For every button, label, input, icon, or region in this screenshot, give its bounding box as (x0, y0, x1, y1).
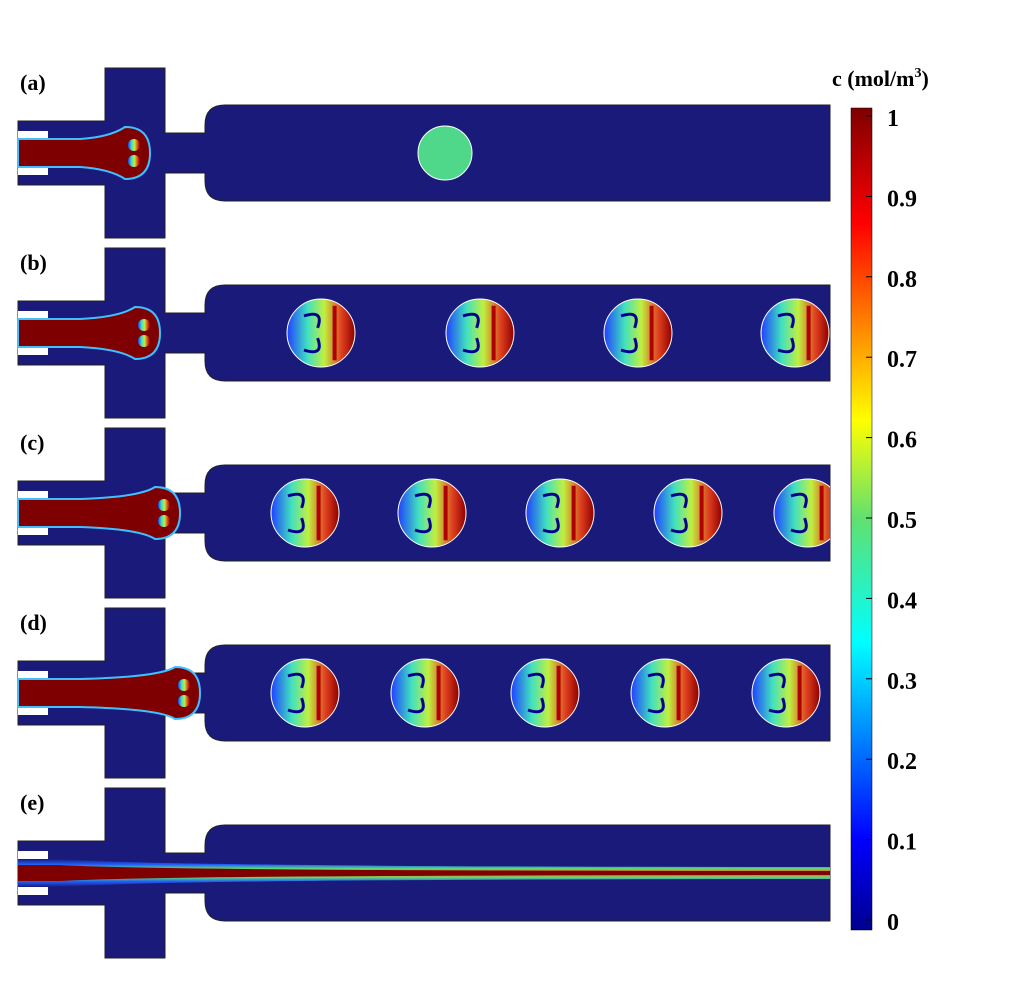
panel-d: (d) (18, 608, 830, 778)
droplet (398, 479, 466, 547)
droplet (271, 659, 339, 727)
droplet (774, 479, 842, 547)
panel-b: (b) (18, 248, 830, 418)
droplet-body (752, 659, 820, 727)
droplet-body (654, 479, 722, 547)
inlet-wall-bottom (18, 707, 48, 715)
vortex-mark (178, 679, 190, 691)
vortex-mark (178, 695, 190, 707)
droplet-body (418, 126, 472, 180)
droplet-body (287, 299, 355, 367)
inlet-wall-top (18, 491, 48, 499)
panel-label: (e) (20, 790, 44, 815)
inlet-wall-bottom (18, 167, 48, 175)
droplet (654, 479, 722, 547)
droplet (391, 659, 459, 727)
droplet-body (761, 299, 829, 367)
droplet-body (271, 479, 339, 547)
inlet-wall-top (18, 851, 48, 859)
vortex-mark (138, 335, 150, 347)
colorbar-tick-label: 0 (887, 910, 899, 936)
colorbar-tick-label: 0.5 (887, 508, 917, 534)
inlet-wall-bottom (18, 347, 48, 355)
colorbar-tick-label: 0.8 (887, 267, 917, 293)
droplet (287, 299, 355, 367)
droplet (752, 659, 820, 727)
droplet (604, 299, 672, 367)
droplet (418, 126, 472, 180)
colorbar-tick-label: 0.9 (887, 186, 917, 212)
vortex-mark (158, 515, 170, 527)
panel-label: (a) (20, 70, 46, 95)
vortex-mark (128, 155, 140, 167)
colorbar-tick-label: 0.4 (887, 588, 917, 614)
panel-c: (c) (18, 428, 842, 598)
vortex-mark (128, 139, 140, 151)
droplet-body (391, 659, 459, 727)
vortex-mark (138, 319, 150, 331)
colorbar: c (mol/m3) 1 0.9 0.8 0.7 0.6 0.5 0.4 0.3 0.2 0.1 0 (832, 66, 929, 936)
panel-label: (d) (20, 610, 47, 635)
inlet-wall-top (18, 311, 48, 319)
panel-a: (a) (18, 68, 830, 238)
droplet-body (604, 299, 672, 367)
colorbar-tick-label: 0.1 (887, 830, 917, 856)
colorbar-title: c (mol/m3) (832, 66, 929, 91)
droplet (511, 659, 579, 727)
inlet-wall-top (18, 671, 48, 679)
droplet (526, 479, 594, 547)
inlet-wall-bottom (18, 527, 48, 535)
inlet-wall-bottom (18, 887, 48, 895)
panel-e: (e) (18, 788, 830, 958)
droplet-body (774, 479, 842, 547)
droplet (761, 299, 829, 367)
colorbar-tick-label: 0.7 (887, 347, 917, 373)
panel-label: (b) (20, 250, 47, 275)
panel-label: (c) (20, 430, 44, 455)
droplet-body (526, 479, 594, 547)
colorbar-gradient (851, 108, 872, 930)
colorbar-tick-label: 0.3 (887, 669, 917, 695)
inlet-wall-top (18, 131, 48, 139)
vortex-mark (158, 499, 170, 511)
droplet-body (271, 659, 339, 727)
colorbar-tick-label: 0.6 (887, 428, 917, 454)
droplet (446, 299, 514, 367)
droplet-body (511, 659, 579, 727)
droplet-body (398, 479, 466, 547)
droplet-body (446, 299, 514, 367)
droplet (271, 479, 339, 547)
colorbar-tick-label: 0.2 (887, 749, 917, 775)
droplet-body (631, 659, 699, 727)
droplet (631, 659, 699, 727)
colorbar-tick-label: 1 (887, 106, 899, 132)
